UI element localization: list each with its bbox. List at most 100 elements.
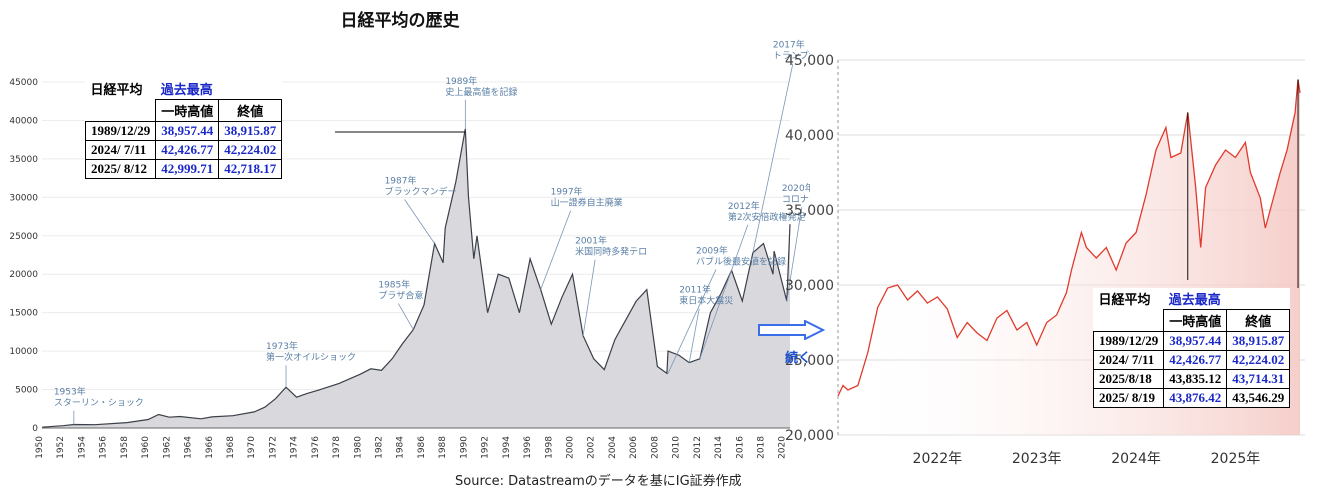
y-tick-label: 20,000 (785, 428, 834, 444)
table-title-record: 過去最高 (1168, 292, 1221, 307)
row-date: 2024/ 7/11 (84, 140, 157, 160)
row-close: 42,224.02 (1226, 350, 1291, 370)
y-tick-label: 20000 (9, 270, 38, 280)
y-tick-label: 45000 (9, 78, 38, 88)
y-tick-label: 30000 (9, 193, 38, 203)
table-row: 2024/ 7/11 42,426.77 42,224.02 (1092, 350, 1291, 370)
annotation-leader (582, 259, 596, 336)
x-tick-label: 1962 (162, 436, 172, 459)
annotation-text: 2020年 (782, 182, 810, 194)
y-tick-label: 15000 (9, 309, 38, 319)
x-tick-label: 2024年 (1111, 451, 1161, 467)
annotation-leader (398, 303, 414, 330)
row-date: 1989/12/29 (1092, 331, 1165, 351)
annotation-text: 1973年 (266, 340, 298, 352)
annotation-text: 2011年 (679, 284, 711, 296)
annotation-text: スターリン・ショック (54, 398, 144, 409)
annotation-text: トランプ大統領就任 (773, 50, 810, 62)
row-high: 42,426.77 (155, 140, 220, 160)
annotation-text: 1953年 (54, 386, 86, 398)
x-tick-label: 1988 (438, 436, 448, 459)
x-tick-label: 2012 (693, 436, 703, 459)
annotation-text: プラザ合意 (378, 290, 423, 302)
x-tick-label: 2010 (672, 436, 682, 459)
chart-title: 日経平均の歴史 (340, 11, 460, 31)
row-close: 43,714.31 (1226, 369, 1291, 389)
x-tick-label: 1992 (481, 436, 491, 459)
x-tick-label: 1960 (141, 436, 151, 459)
annotation-text: 2001年 (575, 235, 607, 247)
y-tick-label: 35,000 (785, 203, 834, 219)
annotation-leader (688, 308, 700, 363)
annotation-text: 1987年 (385, 174, 417, 186)
x-tick-label: 2002 (587, 436, 597, 459)
series-line (837, 79, 1301, 397)
record-table-right: 日経平均 過去最高 一時高値 終値 1989/12/29 38,957.44 38,91… (1092, 288, 1291, 408)
annotation-text: 1989年 (445, 75, 477, 87)
x-tick-label: 2004 (608, 436, 618, 459)
table-title: 日経平均 (1098, 292, 1151, 308)
y-tick-label: 40000 (9, 116, 38, 126)
x-tick-label: 1986 (417, 436, 427, 459)
y-tick-label: 25000 (9, 232, 38, 242)
x-tick-label: 1964 (184, 436, 194, 459)
row-high: 38,957.44 (155, 121, 220, 141)
x-tick-label: 2016 (735, 436, 745, 459)
y-tick-label: 45,000 (785, 53, 834, 69)
annotation-leader (667, 269, 717, 374)
x-tick-label: 1952 (56, 436, 66, 459)
x-tick-label: 1982 (375, 436, 385, 459)
x-tick-label: 1958 (120, 436, 130, 459)
row-close: 42,224.02 (218, 140, 283, 160)
x-tick-label: 1994 (502, 436, 512, 459)
annotation-text: コロナショック (782, 194, 810, 205)
annotation-text: 山一證券自主廃業 (551, 197, 623, 209)
x-tick-label: 1968 (226, 436, 236, 459)
table-title-record: 過去最高 (160, 82, 213, 97)
x-tick-label: 1990 (459, 436, 469, 459)
continue-label: 続く (785, 351, 812, 366)
x-tick-label: 1998 (544, 436, 554, 459)
table-row: 1989/12/29 38,957.44 38,915.87 (1092, 331, 1291, 351)
table-row: 2025/ 8/19 43,876.42 43,546.29 (1092, 388, 1291, 408)
area-fill (42, 128, 790, 429)
x-tick-label: 1972 (268, 436, 278, 459)
y-tick-label: 25,000 (785, 353, 834, 369)
col-header-high: 一時高値 (155, 99, 220, 122)
y-tick-label: 30,000 (785, 278, 834, 294)
x-tick-label: 2006 (629, 436, 639, 459)
x-tick-label: 1970 (247, 436, 257, 459)
annotation-text: バブル後最安値を記録 (696, 255, 786, 267)
annotation-text: 第一次オイルショック (266, 351, 356, 363)
x-tick-label: 2022年 (913, 451, 963, 467)
row-date: 2024/ 7/11 (1092, 350, 1165, 370)
row-high: 38,957.44 (1163, 331, 1228, 351)
table-title: 日経平均 (90, 82, 143, 98)
annotation-text: 2012年 (728, 200, 760, 212)
recent-chart: 20,000 25,000 30,000 35,000 40,000 45,000 2022… (785, 53, 1305, 467)
annotation-text: 2009年 (696, 244, 728, 256)
row-date: 1989/12/29 (84, 121, 157, 141)
annotation-text: 米国同時多発テロ (575, 246, 647, 258)
x-tick-label: 2008 (650, 436, 660, 459)
x-tick-label: 1980 (353, 436, 363, 459)
y-tick-label: 40,000 (785, 128, 834, 144)
y-tick-label: 35000 (9, 155, 38, 165)
annotation-text: 1997年 (551, 186, 583, 198)
row-date: 2025/ 8/12 (84, 159, 157, 179)
annotation-text: ブラックマンデー (385, 185, 457, 197)
y-tick-label: 5000 (15, 386, 38, 396)
annotation-leader (404, 199, 435, 244)
record-table-left: 日経平均 過去最高 一時高値 終値 1989/12/29 38,957.44 38,91… (84, 78, 283, 179)
row-close: 38,915.87 (218, 121, 283, 141)
table-row: 1989/12/29 38,957.44 38,915.87 (84, 121, 283, 141)
y-tick-label: 10000 (9, 347, 38, 357)
x-tick-label: 1984 (396, 436, 406, 459)
x-tick-label: 1956 (99, 436, 109, 459)
row-close: 43,546.29 (1226, 388, 1291, 408)
source-note: Source: Datastreamのデータを基にIG証券作成 (455, 474, 742, 489)
row-close: 38,915.87 (1226, 331, 1291, 351)
x-tick-label: 1974 (290, 436, 300, 459)
annotation-leader (752, 63, 794, 253)
row-high: 42,426.77 (1163, 350, 1228, 370)
